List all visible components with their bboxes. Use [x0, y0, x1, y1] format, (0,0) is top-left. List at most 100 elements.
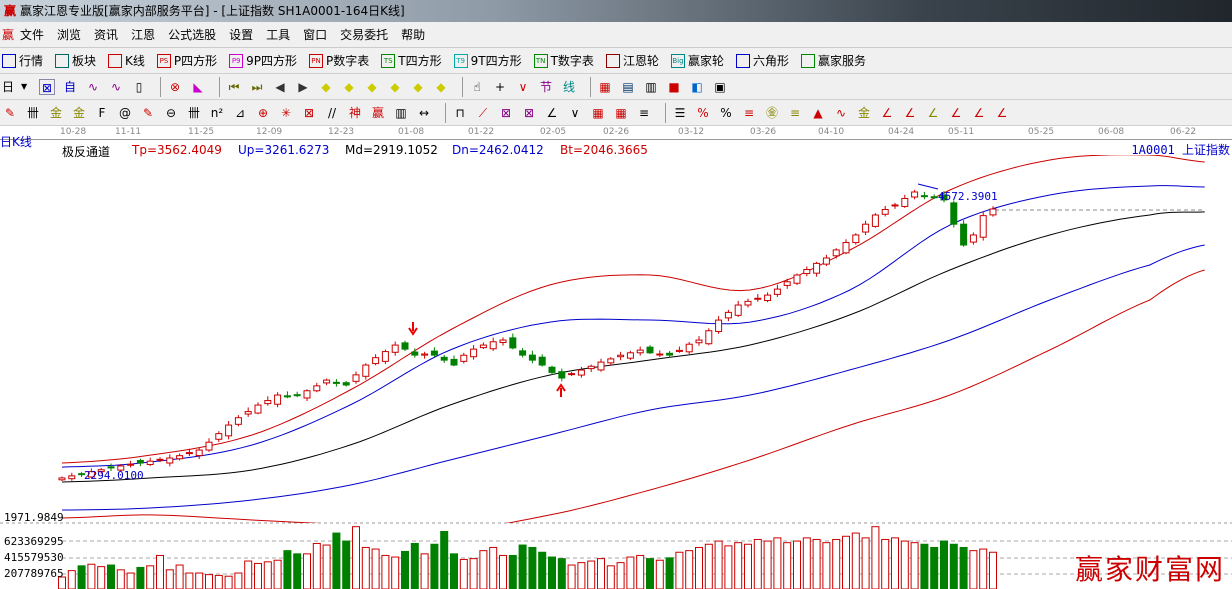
- gold-circle-icon[interactable]: ㊎: [765, 105, 778, 120]
- toolbar-tn-button[interactable]: TN T数字表: [533, 52, 594, 69]
- chevron-down-icon[interactable]: ▼: [20, 81, 28, 91]
- candle: [283, 395, 291, 398]
- spiral-icon[interactable]: @: [119, 105, 131, 120]
- star-icon[interactable]: ✳: [280, 105, 292, 120]
- target-icon[interactable]: ⊕: [257, 105, 269, 120]
- levels-icon[interactable]: ☰: [674, 105, 686, 120]
- toolbar-t9-button[interactable]: T9 9T四方形: [453, 52, 522, 69]
- menu-info[interactable]: 资讯: [94, 28, 119, 42]
- gold-icon[interactable]: 金: [49, 105, 62, 120]
- section-icon[interactable]: 节: [540, 79, 553, 94]
- candle: [68, 475, 76, 480]
- calendar-icon[interactable]: ▦: [599, 79, 611, 94]
- square-grid-icon[interactable]: ▦: [592, 105, 604, 120]
- fan-icon[interactable]: ⊿: [234, 105, 246, 120]
- wave9-icon[interactable]: ∿: [110, 79, 122, 94]
- prev-icon[interactable]: ◀: [275, 79, 285, 94]
- square-grid2-icon[interactable]: ▦: [615, 105, 627, 120]
- zoom-out-icon[interactable]: ◆: [436, 79, 446, 94]
- toolbar-ts-button[interactable]: TS T四方形: [381, 52, 442, 69]
- menu-tools[interactable]: 工具: [266, 28, 291, 42]
- network-icon[interactable]: ◧: [691, 79, 703, 94]
- hand-icon[interactable]: ☝: [473, 79, 481, 94]
- gold-line-icon[interactable]: 金: [857, 105, 870, 120]
- expand-icon[interactable]: ◆: [367, 79, 377, 94]
- cycle-icon[interactable]: 卌: [187, 105, 200, 120]
- zoom-in-icon[interactable]: ◆: [413, 79, 423, 94]
- period-select[interactable]: 日: [2, 80, 15, 94]
- toolbar-blocks-button[interactable]: 板块: [55, 52, 96, 69]
- marker-icon[interactable]: ▲: [813, 105, 823, 120]
- menu-help[interactable]: 帮助: [401, 28, 426, 42]
- percent-line-icon[interactable]: %: [697, 105, 709, 120]
- next-icon[interactable]: ▶: [298, 79, 308, 94]
- ruler-icon[interactable]: ▥: [395, 105, 407, 120]
- gann-box-icon[interactable]: ⊠: [500, 105, 512, 120]
- percent-icon[interactable]: %: [720, 105, 732, 120]
- god-icon[interactable]: 神: [348, 105, 361, 120]
- menu-gann[interactable]: 江恩: [131, 28, 156, 42]
- f-angle-icon[interactable]: ∠: [904, 105, 916, 120]
- square-n-icon[interactable]: n²: [210, 105, 224, 120]
- save-icon[interactable]: ■: [668, 79, 680, 94]
- gold-angle-icon[interactable]: ∠: [927, 105, 939, 120]
- gold-levels-icon[interactable]: ≡: [789, 105, 801, 120]
- wave3-icon[interactable]: ∿: [87, 79, 99, 94]
- candle-type-icon[interactable]: ▯: [135, 79, 143, 94]
- candle: [225, 424, 233, 437]
- overlay-icon[interactable]: ⊠: [39, 78, 56, 95]
- toolbar-candle-button[interactable]: K线: [108, 52, 145, 69]
- percent-levels-icon[interactable]: ≡: [743, 105, 755, 120]
- win-angle-icon[interactable]: ∠: [973, 105, 985, 120]
- box-icon[interactable]: ⊠: [303, 105, 315, 120]
- toolbar-grid-button[interactable]: 行情: [2, 52, 43, 69]
- menu-formula[interactable]: 公式选股: [168, 28, 217, 42]
- menu-browse[interactable]: 浏览: [57, 28, 82, 42]
- gann-fan-icon[interactable]: ⟋: [478, 105, 488, 120]
- flag-icon[interactable]: ◣: [193, 79, 203, 94]
- line-icon[interactable]: ∨: [518, 79, 528, 94]
- pen2-icon[interactable]: ✎: [142, 105, 154, 120]
- toolbar-pn-button[interactable]: PN P数字表: [309, 52, 369, 69]
- toolbar-ps-button[interactable]: PS P四方形: [156, 52, 217, 69]
- menu-window[interactable]: 窗口: [303, 28, 328, 42]
- menu-trade[interactable]: 交易委托: [340, 28, 389, 42]
- fib-icon[interactable]: F: [98, 105, 106, 120]
- god-angle-icon[interactable]: ∠: [950, 105, 962, 120]
- sine-icon[interactable]: ∿: [835, 105, 847, 120]
- toolbar-p9-button[interactable]: P9 9P四方形: [229, 52, 297, 69]
- rect-icon[interactable]: ⊓: [455, 105, 465, 120]
- gold2-icon[interactable]: 金: [72, 105, 85, 120]
- angle-icon[interactable]: ∠: [546, 105, 558, 120]
- toolbar-hexagon-button[interactable]: 六角形: [735, 52, 789, 69]
- notes-icon[interactable]: ▥: [645, 79, 657, 94]
- calculator-icon[interactable]: ▤: [622, 79, 634, 94]
- move-left-icon[interactable]: ◆: [321, 79, 331, 94]
- parallel-icon[interactable]: //: [327, 105, 337, 120]
- four-angle-icon[interactable]: ∠: [996, 105, 1008, 120]
- toolbar-big-button[interactable]: Big 赢家轮: [670, 52, 724, 69]
- move-right-icon[interactable]: ◆: [344, 79, 354, 94]
- shrink-icon[interactable]: ◆: [390, 79, 400, 94]
- wave-icon[interactable]: ∨: [570, 105, 580, 120]
- circle-icon[interactable]: ⊖: [165, 105, 177, 120]
- trendline-icon[interactable]: 线: [563, 79, 576, 94]
- measure-icon[interactable]: ↔: [418, 105, 430, 120]
- print-icon[interactable]: ▣: [714, 79, 726, 94]
- gann-grid-icon[interactable]: ⊠: [523, 105, 535, 120]
- menu-file[interactable]: 文件: [20, 28, 45, 42]
- grid-lines-icon[interactable]: 卌: [26, 105, 39, 120]
- crosshair-icon[interactable]: +: [494, 79, 506, 94]
- first-icon[interactable]: ⏮: [228, 79, 240, 94]
- toolbar-target-button[interactable]: 江恩轮: [605, 52, 659, 69]
- last-icon[interactable]: ⏭: [251, 79, 263, 94]
- channel-icon[interactable]: ≡: [638, 105, 650, 120]
- win-icon[interactable]: 赢: [371, 105, 384, 120]
- self-select-icon[interactable]: 自: [64, 79, 77, 94]
- menu-settings[interactable]: 设置: [229, 28, 254, 42]
- j-angle-icon[interactable]: ∠: [881, 105, 893, 120]
- clear-icon[interactable]: ⊗: [169, 79, 181, 94]
- toolbar-dollar-button[interactable]: 赢家服务: [800, 52, 866, 69]
- pen-icon[interactable]: ✎: [4, 105, 16, 120]
